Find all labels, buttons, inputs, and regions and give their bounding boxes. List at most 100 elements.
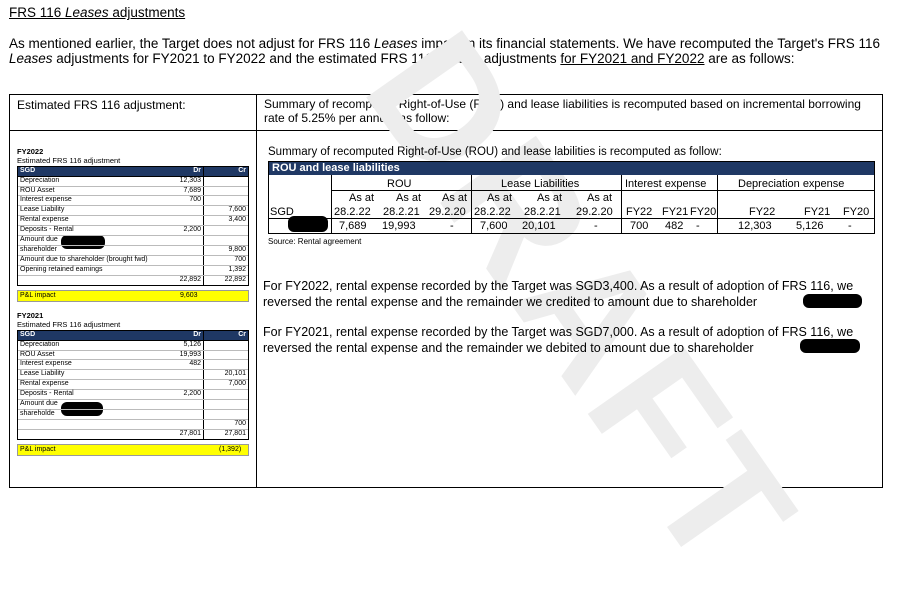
journal-dr: 22,892 bbox=[179, 275, 201, 283]
fy2022-journal-table: SGD Dr Cr Depreciation 12,303 ROU Asset 7,689… bbox=[17, 165, 249, 286]
journal-account: Depreciation bbox=[20, 176, 60, 184]
journal-cr: 700 bbox=[234, 419, 246, 427]
interest-value: - bbox=[696, 220, 700, 232]
journal-dr: 5,126 bbox=[183, 340, 201, 348]
summary-title: Summary of recomputed Right-of-Use (ROU)… bbox=[268, 146, 722, 158]
journal-row: Opening retained earnings 1,392 bbox=[18, 265, 248, 276]
redaction-block bbox=[800, 339, 860, 353]
interest-value: 700 bbox=[630, 220, 649, 232]
fy2021-subtitle: Estimated FRS 116 adjustment bbox=[17, 319, 121, 329]
journal-cr: 7,600 bbox=[228, 206, 246, 214]
journal-cr: 9,800 bbox=[228, 245, 246, 253]
journal-row: Depreciation 5,126 bbox=[18, 340, 248, 351]
fy-col: FY21 bbox=[662, 206, 689, 218]
fy2021-title: FY2021 bbox=[17, 311, 44, 320]
journal-account: Interest expense bbox=[20, 196, 72, 204]
journal-row: ROU Asset 7,689 bbox=[18, 186, 248, 197]
fy2021-adjustment: FY2021 Estimated FRS 116 adjustment SGD D… bbox=[17, 311, 249, 456]
fy2021-journal-table: SGD Dr Cr Depreciation 5,126 ROU Asset 19,993… bbox=[17, 329, 249, 440]
journal-cr: 27,801 bbox=[224, 429, 246, 437]
journal-account: ROU Asset bbox=[20, 350, 55, 358]
journal-account: Amount due bbox=[20, 400, 58, 408]
journal-account: Amount due to shareholder (brought fwd) bbox=[20, 255, 148, 263]
redaction-block bbox=[803, 294, 862, 308]
journal-row: Interest expense 700 bbox=[18, 196, 248, 207]
journal-account: ROU Asset bbox=[20, 186, 55, 194]
rou-value: 7,689 bbox=[339, 220, 367, 232]
source-note: Source: Rental agreement bbox=[268, 237, 362, 246]
journal-dr: 7,689 bbox=[183, 186, 201, 194]
journal-row: shareholder 9,800 bbox=[18, 245, 248, 256]
journal-account: Rental expense bbox=[20, 380, 69, 388]
journal-dr: 700 bbox=[189, 196, 201, 204]
left-column-header: Estimated FRS 116 adjustment: bbox=[17, 98, 186, 112]
fy-col: FY22 bbox=[749, 206, 776, 218]
journal-account: Deposits - Rental bbox=[20, 226, 74, 234]
journal-account: Depreciation bbox=[20, 340, 60, 348]
rou-value: - bbox=[450, 220, 454, 232]
as-at-label: As at bbox=[587, 192, 613, 204]
group-rou: ROU bbox=[387, 178, 412, 190]
journal-cr: 20,101 bbox=[224, 370, 246, 378]
rou-lease-summary-table: ROU and lease liabilities ROU Lease Liab… bbox=[268, 161, 875, 234]
journal-row: 22,892 22,892 bbox=[18, 275, 248, 285]
group-interest: Interest expense bbox=[625, 178, 707, 190]
journal-account: Opening retained earnings bbox=[20, 265, 103, 273]
journal-dr: 19,993 bbox=[179, 350, 201, 358]
fy2022-title: FY2022 bbox=[17, 147, 44, 156]
journal-row: 27,801 27,801 bbox=[18, 429, 248, 439]
as-at-label: As at bbox=[487, 192, 513, 204]
fy2021-pl-impact: P&L impact (1,392) bbox=[17, 443, 249, 456]
as-at-label: As at bbox=[349, 192, 375, 204]
page-heading: FRS 116 Leases adjustments bbox=[9, 5, 186, 20]
depreciation-value: - bbox=[848, 220, 852, 232]
lease-value: 7,600 bbox=[480, 220, 508, 232]
journal-row: Amount due bbox=[18, 400, 248, 410]
interest-value: 482 bbox=[665, 220, 684, 232]
journal-dr: 12,303 bbox=[179, 176, 201, 184]
journal-account: Amount due bbox=[20, 236, 58, 244]
journal-account: Deposits - Rental bbox=[20, 390, 74, 398]
adjustment-box: Estimated FRS 116 adjustment: Summary of… bbox=[9, 94, 883, 488]
fy2022-pl-impact: P&L impact 9,603 bbox=[17, 289, 249, 302]
row-label-sgd: SGD bbox=[270, 206, 294, 218]
journal-cr: 700 bbox=[234, 255, 246, 263]
journal-cr: 22,892 bbox=[224, 275, 246, 283]
journal-dr: 482 bbox=[189, 360, 201, 368]
journal-cr: 7,000 bbox=[228, 380, 246, 388]
journal-row: Deposits - Rental 2,200 bbox=[18, 390, 248, 401]
journal-account: shareholder bbox=[20, 245, 57, 253]
date-col: 28.2.21 bbox=[524, 206, 561, 218]
date-col: 28.2.22 bbox=[474, 206, 511, 218]
as-at-label: As at bbox=[442, 192, 468, 204]
fy2021-commentary: For FY2021, rental expense recorded by t… bbox=[263, 325, 854, 355]
lease-value: - bbox=[594, 220, 598, 232]
as-at-label: As at bbox=[396, 192, 422, 204]
journal-account: Lease Liability bbox=[20, 370, 65, 378]
intro-paragraph: As mentioned earlier, the Target does no… bbox=[9, 36, 881, 66]
date-col: 29.2.20 bbox=[429, 206, 466, 218]
journal-row: Lease Liability 20,101 bbox=[18, 370, 248, 381]
fy-col: FY20 bbox=[843, 206, 870, 218]
journal-row: Lease Liability 7,600 bbox=[18, 206, 248, 217]
fy2022-subtitle: Estimated FRS 116 adjustment bbox=[17, 155, 121, 165]
journal-row: Depreciation 12,303 bbox=[18, 176, 248, 187]
journal-account: shareholde bbox=[20, 409, 55, 417]
fy-col: FY21 bbox=[804, 206, 831, 218]
journal-row: Amount due bbox=[18, 236, 248, 246]
journal-dr: 2,200 bbox=[183, 226, 201, 234]
journal-row: Rental expense 3,400 bbox=[18, 216, 248, 227]
journal-row: 700 bbox=[18, 419, 248, 430]
journal-row: shareholde bbox=[18, 409, 248, 420]
summary-band: ROU and lease liabilities bbox=[269, 162, 874, 175]
rou-value: 19,993 bbox=[382, 220, 416, 232]
fy2022-adjustment: FY2022 Estimated FRS 116 adjustment SGD D… bbox=[17, 147, 249, 302]
journal-row: Deposits - Rental 2,200 bbox=[18, 226, 248, 237]
journal-dr: 2,200 bbox=[183, 390, 201, 398]
journal-row: Amount due to shareholder (brought fwd) 7… bbox=[18, 255, 248, 266]
journal-row: Interest expense 482 bbox=[18, 360, 248, 371]
date-col: 28.2.21 bbox=[383, 206, 420, 218]
date-col: 29.2.20 bbox=[576, 206, 613, 218]
journal-account: Interest expense bbox=[20, 360, 72, 368]
right-column-header: Summary of recomputed Right-of-Use (ROU)… bbox=[264, 97, 861, 125]
